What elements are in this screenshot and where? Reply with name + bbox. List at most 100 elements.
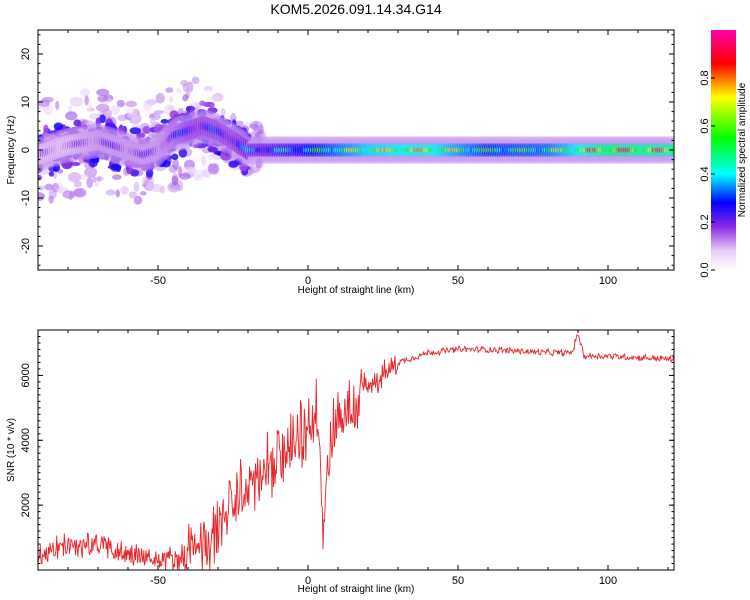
colorbar-label: Normalized spectral amplitude <box>737 82 748 217</box>
spectrogram-cloud-blob <box>150 184 164 193</box>
spectrogram-cloud-blob <box>176 87 181 94</box>
y-tick-label: 20 <box>20 48 32 60</box>
spectrogram-x-label: Height of straight line (km) <box>298 285 415 296</box>
spectrogram-cloud-blob <box>95 176 105 181</box>
spectrogram-cloud-blob <box>85 165 96 177</box>
spectrogram-band-blob <box>161 160 171 168</box>
spectrogram-cloud-blob <box>120 185 129 195</box>
spectrogram-cloud-blob <box>207 154 213 161</box>
snr-y-label: SNR (10 * v/v) <box>6 418 17 482</box>
spectrogram-cloud-blob <box>65 111 78 121</box>
spectrogram-cloud-blob <box>176 180 184 192</box>
spectrogram-cloud-blob <box>96 103 110 113</box>
y-tick-label: 4000 <box>20 428 32 452</box>
snr-frame <box>37 329 675 571</box>
spectrogram-cloud-blob <box>117 103 124 108</box>
spectrogram-cloud-blob <box>44 183 54 191</box>
y-tick-label: 0 <box>20 147 32 153</box>
spectrogram-cloud-blob <box>149 119 156 125</box>
spectrogram-band-blob <box>199 100 206 106</box>
spectrogram-band-blob <box>207 146 218 153</box>
spectrogram-band-blob <box>129 127 142 135</box>
spectrogram-cloud-blob <box>73 180 82 188</box>
spectrogram-cloud-blob <box>191 76 200 85</box>
spectrogram-cloud-blob <box>125 100 137 108</box>
spectrogram-cloud-blob <box>111 174 122 180</box>
spectrogram-cloud-blob <box>182 94 189 102</box>
spectrogram-cloud-blob <box>172 158 180 171</box>
spectrogram-cloud-blob <box>69 96 84 107</box>
spectrogram-panel: -50 0 50 100 -20 -10 0 10 20 Height of straight … <box>6 29 675 296</box>
spectrogram-band-blob <box>142 125 151 134</box>
x-tick-label: -50 <box>150 575 166 587</box>
spectrogram-cloud-blob <box>133 195 143 205</box>
colorbar-tick-label: 0.8 <box>699 70 711 85</box>
spectrogram-band-blob <box>228 160 239 168</box>
spectrogram-cloud-blob <box>79 173 88 181</box>
snr-panel: -50 0 50 100 2000 4000 6000 Height of straight… <box>6 329 675 595</box>
x-tick-label: 0 <box>305 275 311 287</box>
colorbar-tick-label: 0.4 <box>699 166 711 181</box>
x-tick-label: 50 <box>452 575 464 587</box>
spectrogram-cloud-blob <box>165 87 174 93</box>
spectrogram-cloud-blob <box>133 181 140 193</box>
spectrogram-cloud-blob <box>97 95 109 102</box>
spectrogram-cloud-blob <box>186 167 197 176</box>
colorbar-tick-label: 0.0 <box>699 262 711 277</box>
spectrogram-band-blob <box>43 124 49 134</box>
spectrogram-cloud-blob <box>139 191 147 196</box>
spectrogram-band-blob <box>48 171 55 177</box>
spectrogram-cloud-blob <box>117 114 128 122</box>
spectrogram-cloud-blob <box>84 95 89 106</box>
y-tick-label: 10 <box>20 96 32 108</box>
snr-series-line <box>38 334 674 570</box>
snr-line-layer <box>38 334 674 570</box>
spectrogram-cloud-blob <box>177 166 183 177</box>
y-tick-label: 2000 <box>20 493 32 517</box>
spectrogram-cloud-blob <box>67 172 82 183</box>
spectrogram-cloud-blob <box>220 108 226 117</box>
spectrogram-cloud-blob <box>42 106 50 111</box>
spectrogram-cloud-blob <box>115 189 120 198</box>
spectrogram-cloud-blob <box>86 177 94 189</box>
spectrogram-cloud-blob <box>180 79 189 87</box>
spectrogram-cloud-blob <box>38 99 50 107</box>
spectrogram-cloud-blob <box>171 175 179 186</box>
spectrogram-cloud-blob <box>249 123 259 129</box>
colorbar-gradient <box>711 30 736 270</box>
spectrogram-cloud-blob <box>94 180 100 187</box>
spectrogram-cloud-blob <box>128 191 138 199</box>
colorbar-ticks: 0.0 0.2 0.4 0.6 0.8 <box>699 70 715 278</box>
spectrogram-band-blob <box>116 165 121 173</box>
spectrogram-band-blob <box>171 153 179 161</box>
spectrogram-cloud-blob <box>48 195 54 204</box>
spectrogram-cloud-blob <box>126 112 140 119</box>
spectrogram-cloud-blob <box>203 86 213 92</box>
spectrogram-cloud-blob <box>167 106 175 111</box>
spectrogram-cloud-blob <box>201 155 207 166</box>
spectrogram-band-blob <box>160 119 169 124</box>
spectrogram-cloud-blob <box>96 88 110 97</box>
spectrogram-band-blob <box>169 110 179 119</box>
spectrogram-cloud-blob <box>110 104 121 115</box>
spectrogram-cloud-blob <box>62 190 76 199</box>
spectrogram-band-blob <box>53 122 64 131</box>
snr-axes: -50 0 50 100 2000 4000 6000 <box>20 329 674 587</box>
figure-title: KOM5.2026.091.14.34.G14 <box>270 1 441 17</box>
colorbar-tick-label: 0.2 <box>699 214 711 229</box>
spectrogram-band-blob <box>38 174 43 181</box>
y-tick-label: 6000 <box>20 363 32 387</box>
spectrogram-cloud-blob <box>209 96 219 103</box>
spectrogram-cloud-blob <box>234 120 244 126</box>
x-tick-label: -50 <box>150 275 166 287</box>
spectrogram-cloud-blob <box>177 107 184 115</box>
spectrogram-band-blob <box>70 161 81 167</box>
spectrogram-cloud-blob <box>155 92 165 104</box>
spectrogram-cloud-blob <box>38 185 46 191</box>
spectrogram-axes: -50 0 50 100 -20 -10 0 10 20 <box>20 30 674 287</box>
spectrogram-y-label: Frequency (Hz) <box>6 116 17 185</box>
spectrogram-cloud-blob <box>80 88 91 97</box>
x-tick-label: 0 <box>305 575 311 587</box>
spectrogram-cloud-blob <box>73 188 87 198</box>
